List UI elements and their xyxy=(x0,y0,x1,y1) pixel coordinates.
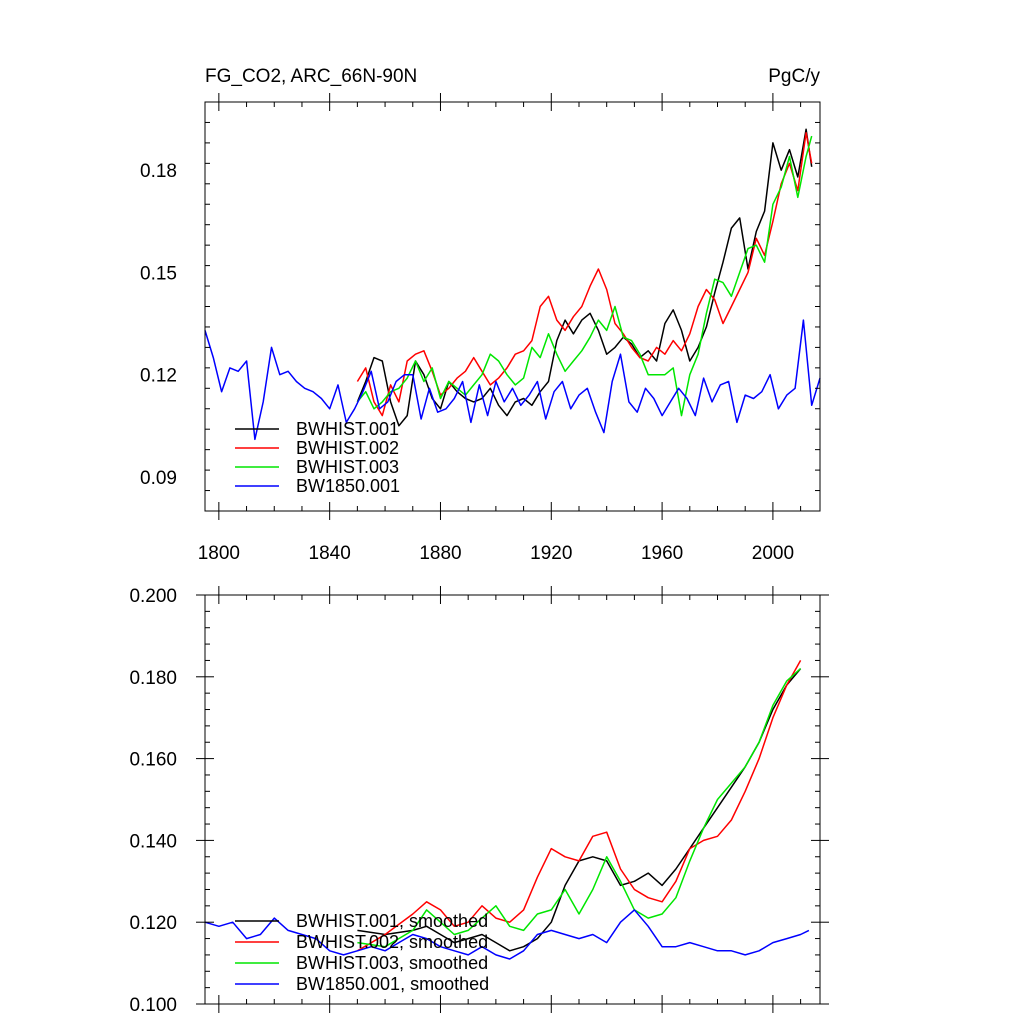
plot-frame xyxy=(204,594,821,1005)
plot-lines xyxy=(204,128,821,441)
x-tick-label: 1960 xyxy=(641,543,683,564)
y-tick-label: 0.12 xyxy=(140,366,177,387)
y-tick-label: 0.200 xyxy=(129,586,177,607)
panel-title: FG_CO2, ARC_66N-90N xyxy=(205,66,417,87)
legend-label: BWHIST.001, smoothed xyxy=(296,911,488,931)
x-tick-label: 2000 xyxy=(752,543,794,564)
top-panel: FG_CO2, ARC_66N-90N PgC/y 1800 1840 1880 19… xyxy=(140,66,821,564)
y-tick-label: 0.18 xyxy=(140,161,177,182)
y-tick-label: 0.09 xyxy=(140,468,177,489)
series-line-bwhist-003 xyxy=(356,135,813,417)
units-label: PgC/y xyxy=(768,66,820,87)
series-line-bwhist-002-smoothed xyxy=(357,660,802,952)
axis-ticks: 0.100 0.120 0.140 0.160 0.180 0.200 xyxy=(129,586,829,1016)
series-line-bwhist-001-smoothed xyxy=(357,668,802,952)
series-line-bw1850-001-smoothed xyxy=(204,909,810,960)
y-tick-label: 0.100 xyxy=(129,995,177,1016)
series-line-bwhist-001 xyxy=(356,128,813,427)
y-tick-label: 0.180 xyxy=(129,668,177,689)
bottom-panel: 0.100 0.120 0.140 0.160 0.180 0.200 BWHIST.00… xyxy=(129,586,829,1016)
plot-frame xyxy=(204,101,821,512)
legend-label: BWHIST.001 xyxy=(296,419,399,439)
x-tick-label: 1800 xyxy=(198,543,240,564)
y-tick-label: 0.140 xyxy=(129,831,177,852)
legend-label: BW1850.001 xyxy=(296,476,400,496)
plot-lines xyxy=(204,660,810,960)
y-tick-label: 0.160 xyxy=(129,750,177,771)
series-line-bwhist-003-smoothed xyxy=(357,668,802,948)
legend-label: BWHIST.003, smoothed xyxy=(296,953,488,973)
x-tick-label: 1880 xyxy=(419,543,461,564)
y-tick-label: 0.15 xyxy=(140,263,177,284)
legend-label: BWHIST.002, smoothed xyxy=(296,932,488,952)
legend-label: BWHIST.003 xyxy=(296,457,399,477)
series-line-bwhist-002 xyxy=(356,131,813,417)
x-tick-label: 1840 xyxy=(309,543,351,564)
legend-label: BW1850.001, smoothed xyxy=(296,974,489,994)
axis-ticks: 1800 1840 1880 1920 1960 2000 0.09 0.12 0.15 0.18 xyxy=(140,93,820,564)
x-tick-label: 1920 xyxy=(530,543,572,564)
series-line-bw1850-001 xyxy=(204,319,821,441)
y-tick-label: 0.120 xyxy=(129,913,177,934)
legend-label: BWHIST.002 xyxy=(296,438,399,458)
